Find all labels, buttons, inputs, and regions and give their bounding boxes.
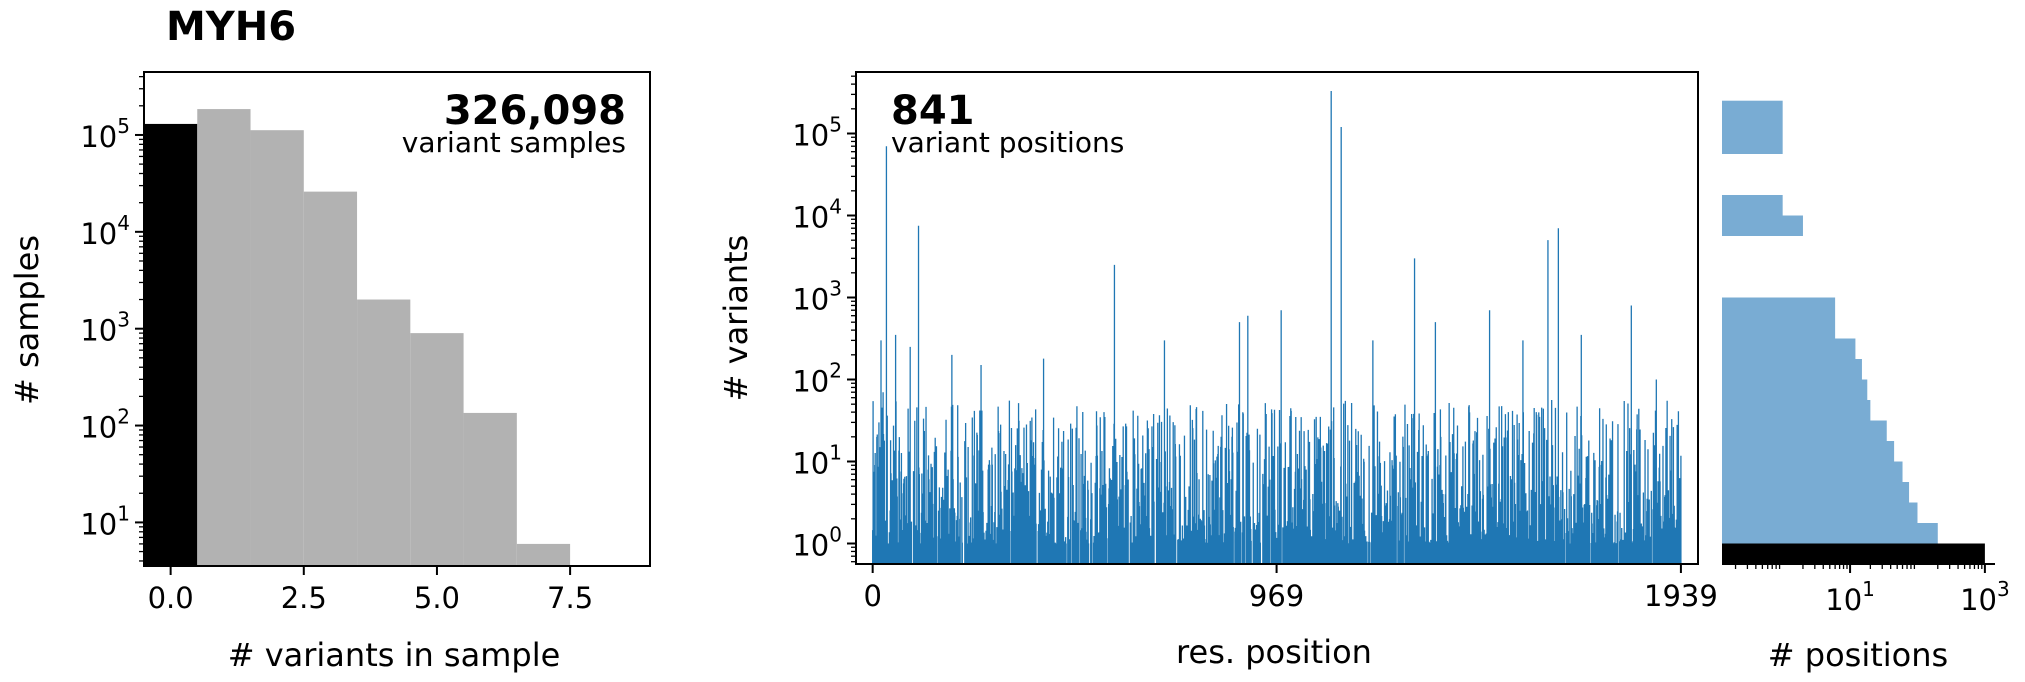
- position-count-bar: [1722, 482, 1910, 503]
- histogram-bar: [463, 412, 517, 566]
- y-tick-label: 101: [80, 501, 130, 541]
- position-y-label: # variants: [717, 235, 755, 402]
- y-tick-label: 100: [792, 523, 842, 563]
- position-count-bar: [1722, 420, 1887, 441]
- position-count-bar: [1722, 461, 1903, 482]
- positions-histogram-panel: 101 103: [1722, 100, 2010, 617]
- histogram-bar: [410, 333, 464, 566]
- y-tick-label: 102: [792, 359, 842, 399]
- position-count-bar: [1722, 133, 1783, 154]
- position-bars: [872, 90, 1682, 564]
- histogram-bar: [516, 543, 571, 566]
- position-count-bar: [1722, 441, 1895, 462]
- position-count-bar: [1722, 215, 1803, 236]
- position-count-bar: [1722, 543, 1985, 564]
- x-tick-label: 5.0: [414, 581, 460, 615]
- position-count-bar: [1722, 502, 1918, 523]
- position-count-bar: [1722, 523, 1938, 544]
- y-tick-label: 103: [80, 308, 130, 348]
- samples-annotation-label: variant samples: [402, 126, 626, 159]
- position-x-label: res. position: [1176, 633, 1372, 671]
- axes-frame: [143, 71, 651, 567]
- histogram-bar: [357, 299, 411, 566]
- y-tick-label: 102: [80, 405, 130, 445]
- histogram-bar: [250, 130, 304, 566]
- position-count-bar: [1722, 400, 1871, 421]
- x-tick-label: 0.0: [148, 581, 194, 615]
- samples-histogram-panel: 0.0 2.5 5.0 7.5 101 102 103 104 105: [80, 71, 651, 615]
- y-tick-label: 105: [80, 114, 130, 154]
- position-count-bar: [1722, 379, 1868, 400]
- samples-x-label: # variants in sample: [228, 636, 561, 674]
- position-count-bar: [1722, 195, 1783, 216]
- figure-title: MYH6: [166, 4, 296, 50]
- samples-y-label: # samples: [8, 235, 46, 405]
- x-tick-label: 103: [1960, 577, 2010, 617]
- positions-hist-x-label: # positions: [1768, 636, 1948, 674]
- y-tick-label: 104: [792, 195, 842, 235]
- y-tick-label: 105: [792, 113, 842, 153]
- position-count-bar: [1722, 359, 1862, 380]
- position-count-bar: [1722, 338, 1856, 359]
- position-count-bar: [1722, 100, 1783, 134]
- positions-annotation-label: variant positions: [891, 126, 1124, 159]
- histogram-bar: [197, 109, 251, 567]
- x-tick-label: 2.5: [281, 581, 327, 615]
- positions-annotation-value: 841: [891, 88, 975, 134]
- y-tick-label: 101: [792, 441, 842, 481]
- y-tick-label: 103: [792, 277, 842, 317]
- x-tick-label: 0: [863, 579, 881, 613]
- position-variants-panel: 0 969 1939 100 101 102 103 104 105: [792, 71, 1718, 613]
- x-tick-label: 1939: [1644, 579, 1718, 613]
- position-count-bar: [1722, 297, 1836, 318]
- x-tick-label: 969: [1249, 579, 1304, 613]
- y-tick-label: 104: [80, 211, 130, 251]
- position-count-bar: [1722, 318, 1836, 339]
- samples-annotation-value: 326,098: [444, 88, 626, 134]
- histogram-bar: [144, 123, 198, 566]
- x-tick-label: 7.5: [547, 581, 593, 615]
- histogram-bar: [303, 191, 358, 567]
- x-tick-label: 101: [1825, 577, 1875, 617]
